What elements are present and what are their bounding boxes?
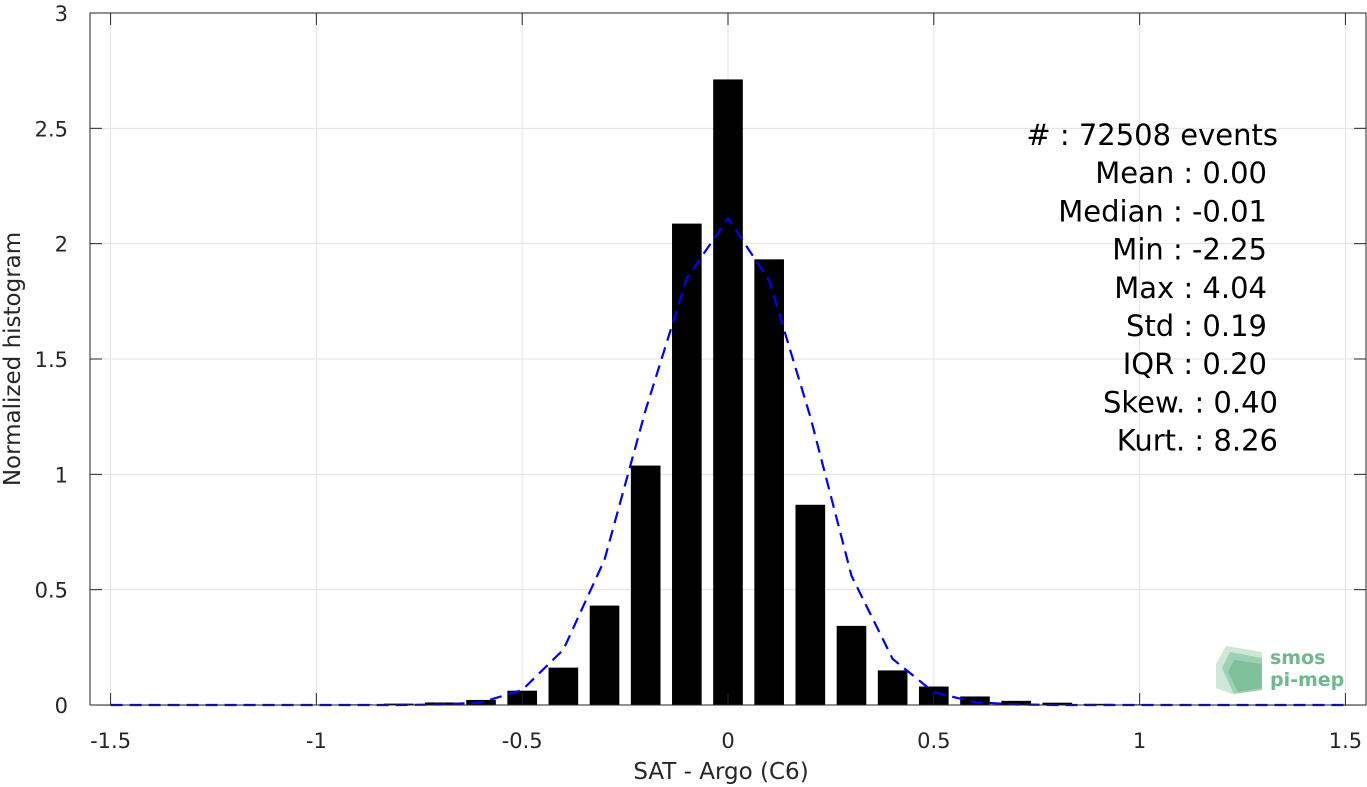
y-tick-label: 0 bbox=[55, 694, 68, 718]
histogram-bar bbox=[1042, 702, 1073, 705]
x-tick-label: -1.5 bbox=[90, 729, 131, 753]
y-tick-label: 2.5 bbox=[35, 117, 68, 141]
histogram-bar bbox=[877, 670, 908, 705]
histogram-bar bbox=[1001, 700, 1031, 705]
y-tick-label: 2 bbox=[55, 233, 68, 257]
smos-pimep-logo: smos pi-mep bbox=[1216, 646, 1344, 694]
histogram-bar bbox=[836, 625, 867, 705]
histogram-bar bbox=[589, 605, 620, 705]
axes-box bbox=[89, 12, 1367, 706]
y-tick-label: 3 bbox=[55, 2, 68, 26]
x-tick-label: 0 bbox=[721, 729, 734, 753]
stats-line: Mean : 0.00 bbox=[1095, 156, 1267, 190]
x-tick-labels: -1.5 -1 -0.5 0 0.5 1 1.5 bbox=[90, 729, 1362, 753]
histogram-bar bbox=[630, 465, 661, 705]
histogram-bar bbox=[1083, 703, 1114, 705]
stats-line: Kurt. : 8.26 bbox=[1117, 424, 1278, 458]
y-tick-labels: 0 0.5 1 1.5 2 2.5 3 bbox=[35, 2, 68, 718]
x-tick-label: 1.5 bbox=[1329, 729, 1362, 753]
histogram-bar bbox=[960, 696, 990, 705]
y-tick-label: 0.5 bbox=[35, 579, 68, 603]
histogram-bar bbox=[672, 223, 702, 705]
histogram-bar bbox=[713, 79, 743, 705]
histogram-bar bbox=[795, 504, 826, 705]
x-tick-label: 0.5 bbox=[917, 729, 950, 753]
histogram-bar bbox=[754, 259, 784, 705]
stats-line: Median : -0.01 bbox=[1058, 194, 1267, 228]
logo-text-line1: smos bbox=[1270, 647, 1325, 669]
y-tick-label: 1 bbox=[55, 463, 68, 487]
stats-line: Max : 4.04 bbox=[1114, 271, 1267, 305]
bar-series bbox=[95, 79, 1361, 706]
statistics-annotation: # : 72508 events Mean : 0.00 Median : -0.0… bbox=[1026, 118, 1278, 458]
fit-curve-dashed bbox=[110, 216, 1346, 707]
x-tick-label: -1 bbox=[306, 729, 327, 753]
stats-line: Skew. : 0.40 bbox=[1103, 385, 1278, 419]
y-tick-label: 1.5 bbox=[35, 348, 68, 372]
x-axis-label: SAT - Argo (C6) bbox=[633, 759, 808, 785]
stats-line: # : 72508 events bbox=[1026, 118, 1278, 152]
stats-line: Std : 0.19 bbox=[1126, 309, 1267, 343]
stats-line: IQR : 0.20 bbox=[1123, 347, 1267, 381]
x-tick-label: -0.5 bbox=[502, 729, 543, 753]
logo-icon bbox=[1216, 646, 1262, 694]
y-axis-label: Normalized histogram bbox=[0, 232, 26, 486]
histogram-bar bbox=[548, 667, 579, 705]
stats-line: Min : -2.25 bbox=[1112, 233, 1267, 267]
logo-text-line2: pi-mep bbox=[1270, 669, 1344, 691]
x-tick-label: 1 bbox=[1133, 729, 1146, 753]
